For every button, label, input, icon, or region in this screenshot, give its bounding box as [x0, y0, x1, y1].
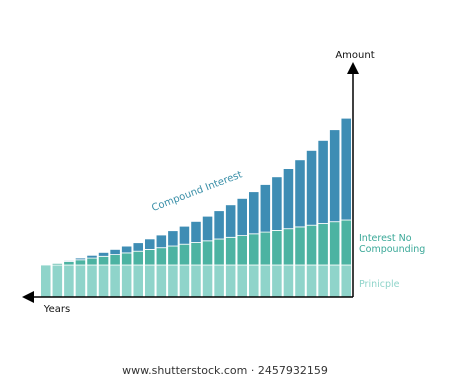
bar-segment: [74, 257, 87, 261]
bar-segment: [236, 264, 248, 298]
bar-segment: [144, 248, 156, 266]
bar-segment: [213, 210, 225, 240]
bars: [40, 117, 352, 298]
bar-segment: [155, 234, 167, 249]
bar-segment: [282, 264, 295, 298]
bar-segment: [109, 254, 121, 266]
bar-segment: [167, 245, 179, 266]
bar-segment: [144, 264, 156, 298]
bar-segment: [109, 248, 121, 255]
bar-segment: [63, 264, 75, 298]
bar-segment: [225, 264, 237, 298]
bar-segment: [74, 259, 87, 266]
bar-segment: [190, 264, 202, 298]
bar-segment: [317, 264, 329, 298]
bar-segment: [259, 264, 271, 298]
x-axis-label: Years: [43, 304, 70, 315]
bar-segment: [294, 226, 306, 266]
bar-segment: [340, 219, 352, 266]
bar-segment: [63, 260, 75, 262]
y-axis-label: Amount: [335, 50, 374, 61]
bar-segment: [213, 238, 225, 266]
footer: www.shutterstock.com · 2457932159: [122, 364, 328, 377]
bar-segment: [248, 191, 260, 235]
bar-segment: [178, 225, 191, 245]
bar-segment: [97, 264, 110, 298]
bar-segment: [317, 223, 329, 266]
bar-segment: [86, 254, 98, 259]
bar-segment: [213, 264, 225, 298]
bar-segment: [121, 245, 133, 254]
principle-label: Prinicple: [359, 279, 400, 290]
bar-segment: [167, 230, 179, 247]
bar-segment: [317, 139, 329, 224]
bar-segment: [132, 264, 144, 298]
bar-segment: [121, 264, 133, 298]
bar-segment: [40, 264, 52, 298]
bar-segment: [155, 264, 167, 298]
bar-segment: [340, 264, 352, 298]
bar-segment: [329, 129, 341, 223]
bar-segment: [201, 215, 214, 242]
bar-segment: [259, 231, 271, 266]
bar-segment: [132, 250, 144, 266]
bar-segment: [282, 168, 295, 230]
bar-segment: [329, 264, 341, 298]
bar-segment: [305, 264, 318, 298]
bar-segment: [225, 236, 237, 266]
bar-segment: [51, 264, 63, 298]
bar-segment: [167, 264, 179, 298]
bar-segment: [190, 220, 202, 243]
bar-segment: [236, 235, 248, 266]
bar-segment: [305, 149, 318, 226]
bar-segment: [282, 228, 295, 266]
bar-segment: [340, 117, 352, 221]
bar-segment: [259, 184, 271, 233]
bar-segment: [155, 247, 167, 266]
bar-segment: [74, 264, 87, 298]
bar-segment: [248, 264, 260, 298]
bar-segment: [271, 264, 283, 298]
bar-segment: [305, 224, 318, 266]
bar-segment: [121, 252, 133, 266]
bar-segment: [201, 240, 214, 266]
bar-segment: [51, 262, 63, 264]
bar-segment: [86, 264, 98, 298]
bar-segment: [178, 264, 191, 298]
bar-segment: [97, 255, 110, 266]
bar-segment: [294, 264, 306, 298]
bar-segment: [329, 221, 341, 266]
bar-segment: [109, 264, 121, 298]
bar-segment: [248, 233, 260, 266]
bar-segment: [236, 197, 248, 236]
bar-segment: [271, 229, 283, 266]
simple-interest-label: Interest No Compounding: [359, 233, 426, 255]
bar-segment: [144, 238, 156, 250]
bar-segment: [63, 261, 75, 266]
bar-segment: [97, 251, 110, 257]
bar-segment: [178, 243, 191, 266]
bar-segment: [225, 204, 237, 238]
bar-segment: [86, 257, 98, 266]
bar-segment: [294, 159, 306, 228]
bar-segment: [132, 242, 144, 252]
bar-segment: [190, 242, 202, 266]
bar-segment: [271, 176, 283, 231]
bar-segment: [201, 264, 214, 298]
